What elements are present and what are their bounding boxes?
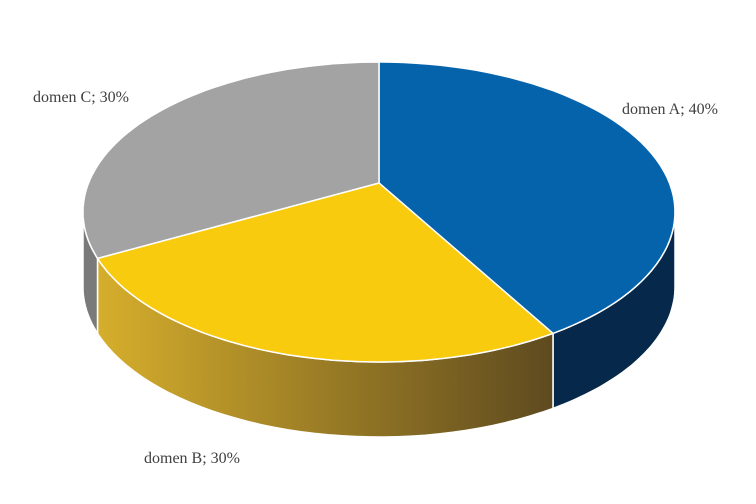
data-label-domen-c: domen C; 30% xyxy=(33,89,129,106)
pie-slice-domen-b xyxy=(96,182,555,363)
pie-slice-domen-a xyxy=(378,61,676,335)
pie-slice-domen-c xyxy=(82,61,380,260)
data-label-domen-a: domen A; 40% xyxy=(622,101,718,118)
data-label-domen-b: domen B; 30% xyxy=(144,450,240,467)
